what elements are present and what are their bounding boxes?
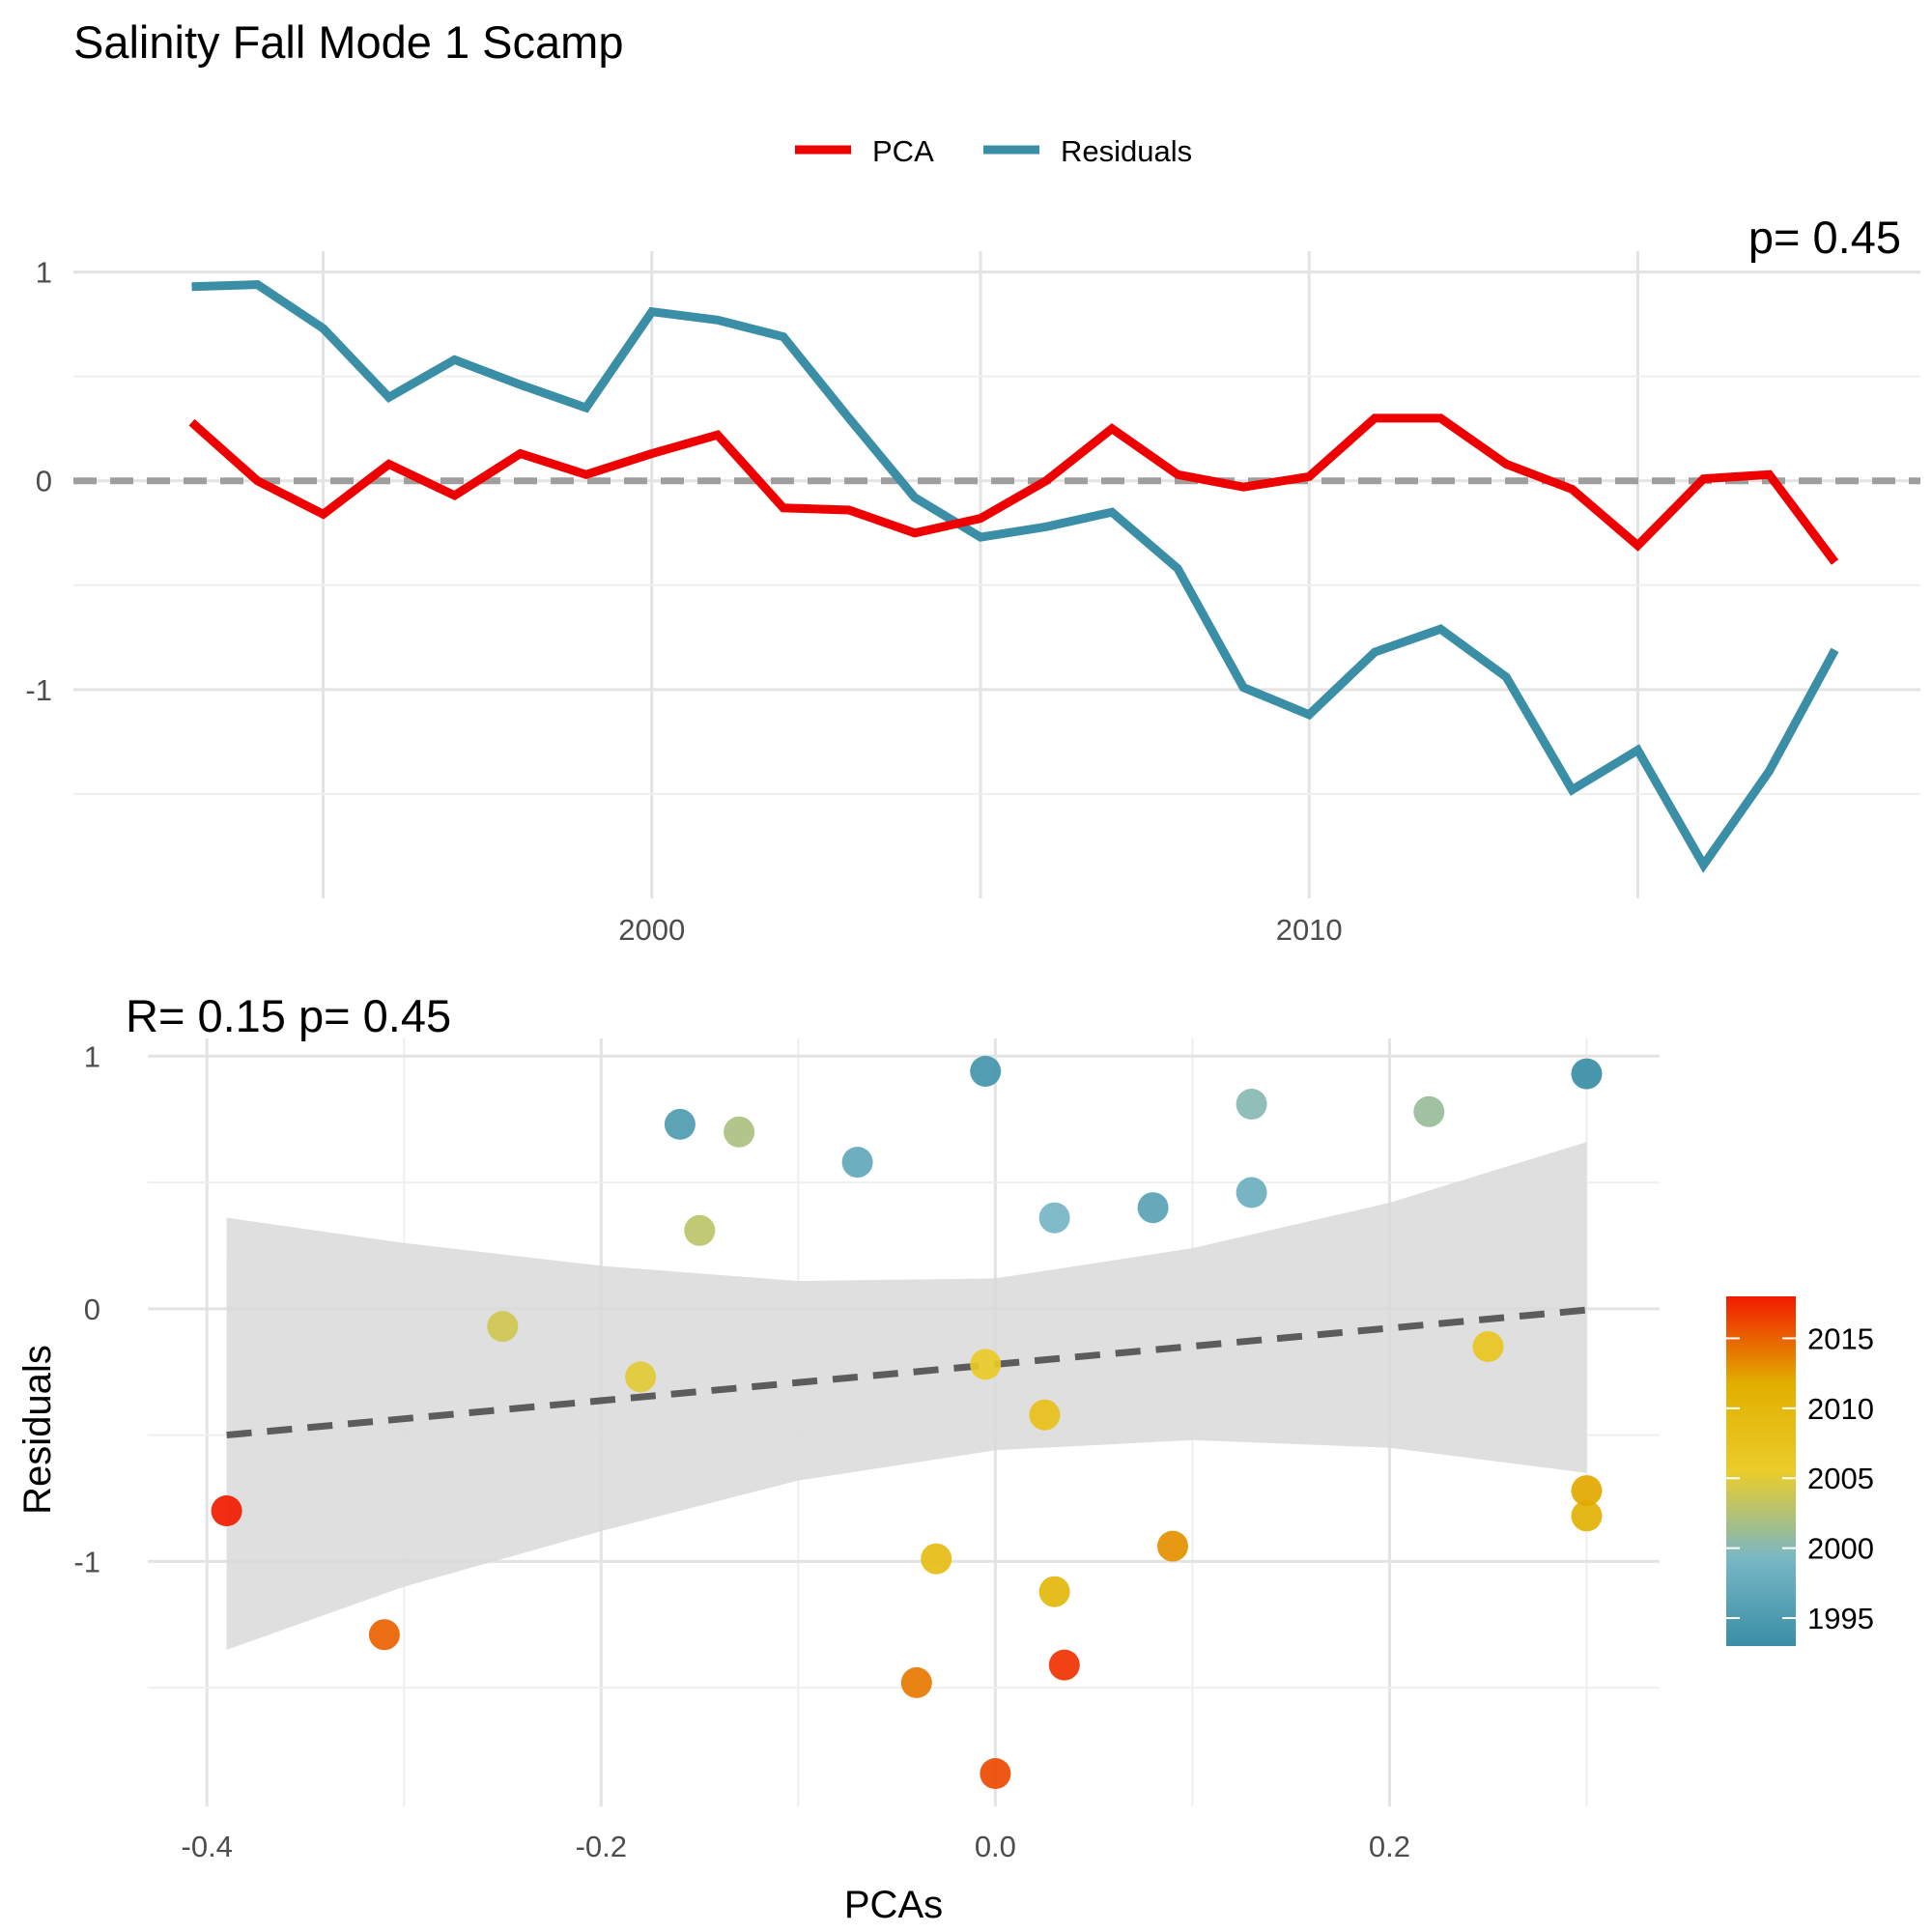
x-tick-label: 0.0 xyxy=(975,1830,1016,1863)
scatter-x-ticks: -0.4 -0.2 0.0 0.2 xyxy=(182,1830,1411,1863)
x-tick-label: 2000 xyxy=(618,913,685,947)
scatter-point xyxy=(1236,1089,1267,1120)
y-tick-label: 0 xyxy=(84,1293,100,1326)
scatter-point xyxy=(1571,1500,1603,1532)
scatter-point xyxy=(625,1361,657,1393)
scatter-point xyxy=(841,1147,873,1179)
colorbar-tick-label: 2000 xyxy=(1807,1532,1874,1566)
colorbar-tick-label: 2015 xyxy=(1807,1321,1874,1355)
scatter-point xyxy=(724,1116,755,1148)
colorbar-tick-label: 2010 xyxy=(1807,1392,1874,1426)
scatter-points xyxy=(211,1056,1603,1789)
scatter-chart-panel: R= 0.15 p= 0.45 1 0 -1 -0.4 -0.2 0.0 0.2 PCAs… xyxy=(16,990,1874,1926)
x-tick-label: 2010 xyxy=(1276,913,1343,947)
fit-dashed-line xyxy=(226,1306,1587,1439)
regression-fit-line xyxy=(226,1306,1587,1439)
y-tick-label: 0 xyxy=(36,465,52,498)
scatter-y-ticks: 1 0 -1 xyxy=(73,1039,100,1578)
confidence-band-area xyxy=(226,1142,1587,1650)
scatter-point xyxy=(1472,1331,1504,1362)
x-tick-label: 0.2 xyxy=(1369,1830,1410,1863)
line-series-group xyxy=(188,280,1839,873)
scatter-point xyxy=(1157,1530,1188,1562)
colorbar-tick-label: 1995 xyxy=(1807,1602,1874,1635)
series-line-residuals xyxy=(191,280,1839,873)
y-tick-label: -1 xyxy=(25,673,52,707)
scatter-point xyxy=(970,1056,1002,1087)
line-chart-y-ticks: 1 0 -1 xyxy=(25,256,52,707)
scatter-point xyxy=(664,1108,696,1140)
legend-label-residuals: Residuals xyxy=(1061,134,1192,168)
x-tick-label: -0.2 xyxy=(576,1830,627,1863)
scatter-point xyxy=(368,1619,400,1651)
colorbar-legend: 2015 2010 2005 2000 1995 xyxy=(1726,1296,1874,1646)
legend-label-pca: PCA xyxy=(872,134,934,168)
scatter-point xyxy=(211,1495,242,1526)
scatter-point xyxy=(1236,1177,1267,1208)
series-line-pca xyxy=(188,413,1839,565)
colorbar-tick-label: 2005 xyxy=(1807,1462,1874,1495)
line-chart-grid xyxy=(73,251,1920,898)
scatter-point xyxy=(1571,1058,1603,1090)
y-tick-label: -1 xyxy=(73,1545,100,1578)
scatter-point xyxy=(1029,1399,1061,1431)
scatter-point xyxy=(1137,1192,1169,1224)
line-chart-legend: PCA Residuals xyxy=(795,134,1192,168)
scatter-point xyxy=(1413,1095,1445,1127)
scatter-point xyxy=(980,1758,1011,1789)
corner-annotation: p= 0.45 xyxy=(1748,212,1901,263)
scatter-point xyxy=(684,1214,716,1246)
scatter-point xyxy=(900,1666,932,1698)
colorbar-strip xyxy=(1726,1296,1796,1646)
x-tick-label: -0.4 xyxy=(182,1830,233,1863)
chart-title: Salinity Fall Mode 1 Scamp xyxy=(73,16,623,68)
scatter-point xyxy=(921,1543,952,1575)
scatter-point xyxy=(1038,1202,1070,1234)
line-chart-panel: PCA Residuals 1 0 -1 2000 2010 p= 0.45 xyxy=(25,134,1920,947)
y-tick-label: 1 xyxy=(36,256,52,290)
scatter-subtitle: R= 0.15 p= 0.45 xyxy=(126,990,451,1041)
scatter-point xyxy=(1038,1576,1070,1607)
scatter-point xyxy=(1571,1475,1603,1507)
scatter-point xyxy=(970,1349,1002,1380)
line-chart-x-ticks: 2000 2010 xyxy=(618,913,1342,947)
confidence-band xyxy=(226,1142,1587,1650)
y-tick-label: 1 xyxy=(84,1039,100,1073)
x-axis-title: PCAs xyxy=(844,1884,943,1926)
y-axis-title: Residuals xyxy=(16,1345,59,1515)
scatter-point xyxy=(487,1311,519,1343)
scatter-point xyxy=(1048,1649,1080,1681)
